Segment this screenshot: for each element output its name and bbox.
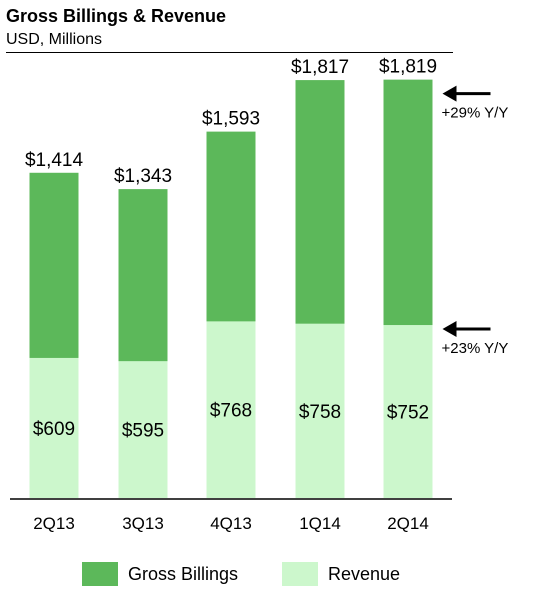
title-divider — [6, 52, 453, 53]
x-tick-label-2Q13: 2Q13 — [33, 514, 75, 533]
data-label-revenue-2Q14: $752 — [387, 403, 429, 424]
legend-item-revenue: Revenue — [282, 562, 400, 586]
chart-title: Gross Billings & Revenue — [6, 6, 227, 26]
legend-swatch-gross-billings — [82, 562, 118, 586]
chart-subtitle: USD, Millions — [6, 31, 103, 48]
legend: Gross Billings Revenue — [0, 562, 535, 592]
data-label-gross-billings-4Q13: $1,593 — [202, 109, 260, 130]
bar-revenue-4Q13 — [206, 321, 256, 498]
legend-swatch-revenue — [282, 562, 318, 586]
data-label-gross-billings-2Q14: $1,819 — [379, 57, 437, 78]
data-label-revenue-2Q13: $609 — [33, 419, 75, 440]
data-label-gross-billings-2Q13: $1,414 — [25, 150, 84, 171]
annotation-text-1: +23% Y/Y — [442, 340, 509, 357]
x-tick-label-2Q14: 2Q14 — [387, 514, 429, 533]
data-label-gross-billings-3Q13: $1,343 — [114, 166, 172, 187]
annotation-arrow-head-0 — [442, 85, 457, 102]
x-tick-label-1Q14: 1Q14 — [299, 514, 341, 533]
bar-revenue-2Q14 — [383, 325, 433, 498]
legend-item-gross-billings: Gross Billings — [82, 562, 238, 586]
x-tick-label-3Q13: 3Q13 — [122, 514, 164, 533]
x-tick-label-4Q13: 4Q13 — [210, 514, 252, 533]
data-label-gross-billings-1Q14: $1,817 — [291, 57, 349, 78]
annotation-arrow-head-1 — [442, 321, 457, 338]
annotation-text-0: +29% Y/Y — [442, 105, 509, 122]
legend-label-revenue: Revenue — [328, 563, 401, 584]
data-label-revenue-1Q14: $758 — [299, 402, 341, 423]
bar-revenue-2Q13 — [29, 357, 79, 498]
bar-revenue-3Q13 — [118, 361, 168, 498]
data-label-revenue-3Q13: $595 — [122, 421, 164, 442]
bar-revenue-1Q14 — [295, 323, 345, 498]
data-label-revenue-4Q13: $768 — [210, 401, 252, 422]
legend-label-gross-billings: Gross Billings — [128, 563, 239, 584]
chart-canvas: $1,414 $609 2Q13 $1,343 $595 3Q13 $1,593 $768 4Q… — [10, 57, 509, 533]
